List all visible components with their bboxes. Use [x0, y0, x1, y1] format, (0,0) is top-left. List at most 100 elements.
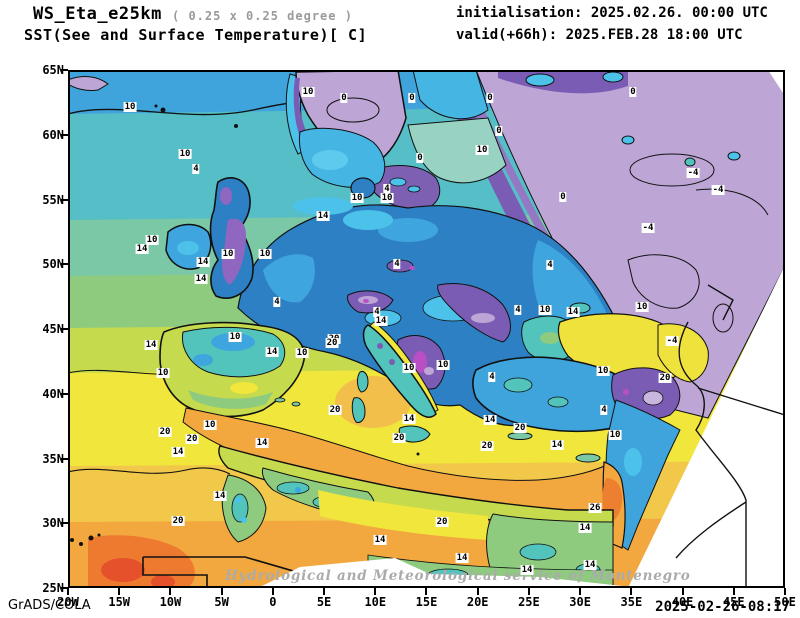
contour-label: 10	[301, 87, 315, 97]
map-frame	[68, 70, 785, 588]
y-axis-tick	[61, 133, 68, 136]
y-axis-label: 60N	[42, 127, 64, 142]
x-axis-label: 25E	[518, 595, 540, 609]
contour-label: 10	[258, 249, 272, 259]
italy-region	[274, 324, 437, 456]
x-axis-tick	[630, 588, 633, 595]
x-axis-label: 15E	[415, 595, 438, 609]
contour-label: 14	[213, 491, 227, 501]
contour-label: 4	[373, 307, 381, 317]
contour-label: 4	[546, 260, 554, 270]
x-axis-tick	[527, 588, 530, 595]
contour-label: 10	[221, 249, 235, 259]
contour-label: 10	[156, 368, 170, 378]
watermark: Hydrological and Meteorological service …	[224, 568, 691, 584]
y-axis-tick	[61, 69, 68, 71]
y-axis-tick	[61, 263, 68, 266]
contour-label: -4	[711, 185, 725, 195]
contour-label: 4	[514, 305, 522, 315]
contour-label: 14	[402, 414, 416, 424]
x-axis-tick	[732, 588, 735, 595]
x-axis-tick	[323, 588, 326, 595]
x-axis-tick	[220, 588, 223, 595]
valid-time-label: valid(+66h): 2025.FEB.28 18:00 UTC	[456, 27, 743, 43]
x-axis-label: 40E	[671, 595, 694, 609]
contour-label: 14	[144, 340, 158, 350]
contour-label: 14	[265, 347, 279, 357]
x-axis-label: 0	[269, 595, 277, 609]
contour-label: 14	[316, 211, 330, 221]
y-axis-label: 35N	[42, 451, 64, 466]
contour-label: 10	[402, 363, 416, 373]
contour-label: 0	[486, 93, 494, 103]
init-time-label: initialisation: 2025.02.26. 00:00 UTC	[456, 5, 768, 21]
contour-label: 10	[350, 193, 364, 203]
contour-label: 20	[480, 441, 494, 451]
contour-label: 14	[196, 257, 210, 267]
contour-label: 4	[393, 259, 401, 269]
contour-label: 10	[145, 235, 159, 245]
north-sea	[298, 127, 386, 188]
contour-label: 4	[192, 164, 200, 174]
x-axis-label: 50E	[774, 595, 796, 609]
contour-label: 14	[550, 440, 564, 450]
x-axis-label: 35E	[620, 595, 643, 609]
x-axis-label: 45E	[722, 595, 745, 609]
contour-label: 20	[185, 434, 199, 444]
contour-label: 14	[255, 438, 269, 448]
contour-label: 10	[475, 145, 489, 155]
white-sea	[412, 70, 489, 120]
y-axis-label: 65N	[42, 63, 64, 77]
contour-label: 10	[436, 360, 450, 370]
contour-label: 14	[171, 447, 185, 457]
x-axis-tick	[169, 588, 172, 595]
y-axis-label: 25N	[42, 581, 64, 595]
contour-label: -4	[686, 168, 700, 178]
contour-label: 0	[559, 192, 567, 202]
contour-label: 4	[273, 297, 281, 307]
contour-label: 4	[488, 372, 496, 382]
grads-credit: GrADS/COLA	[8, 598, 91, 613]
x-axis-tick	[118, 588, 121, 595]
field-title: SST(See and Surface Temperature)[ C]	[24, 26, 368, 44]
contour-label: -4	[641, 223, 655, 233]
x-axis-label: 10W	[159, 595, 182, 609]
x-axis-tick	[425, 588, 428, 595]
contour-label: 26	[588, 503, 602, 513]
x-axis-label: 10E	[364, 595, 387, 609]
contour-label: 14	[135, 244, 149, 254]
contour-label: 10	[538, 305, 552, 315]
resolution-label: ( 0.25 x 0.25 degree )	[172, 9, 353, 23]
contour-label: 0	[416, 153, 424, 163]
contour-label: 10	[295, 348, 309, 358]
contour-label: 14	[566, 307, 580, 317]
x-axis-tick	[681, 588, 684, 595]
x-axis-label: 5E	[316, 595, 332, 609]
contour-label: 10	[228, 332, 242, 342]
contour-label: 20	[171, 516, 185, 526]
x-axis-tick	[67, 588, 69, 595]
contour-label: 10	[123, 102, 137, 112]
x-axis-label: 20W	[57, 595, 79, 609]
contour-label: 20	[392, 433, 406, 443]
contour-label: 0	[495, 126, 503, 136]
contour-label: 14	[194, 274, 208, 284]
y-axis-tick	[61, 198, 68, 201]
sst-map: Hydrological and Meteorological service …	[68, 70, 785, 588]
contour-label: 4	[383, 184, 391, 194]
contour-label: 14	[483, 415, 497, 425]
contour-label: 0	[340, 93, 348, 103]
contour-label: 0	[629, 87, 637, 97]
contour-label: 14	[455, 553, 469, 563]
contour-label: 10	[596, 366, 610, 376]
x-axis-label: 5W	[214, 595, 229, 609]
model-title: WS_Eta_e25km	[33, 4, 162, 24]
contour-label: 0	[408, 93, 416, 103]
y-axis-tick	[61, 587, 68, 589]
contour-label: 20	[158, 427, 172, 437]
y-axis-tick	[61, 328, 68, 330]
contour-label: 20	[325, 338, 339, 348]
contour-label: 10	[380, 193, 394, 203]
white-area-borders	[675, 284, 785, 588]
